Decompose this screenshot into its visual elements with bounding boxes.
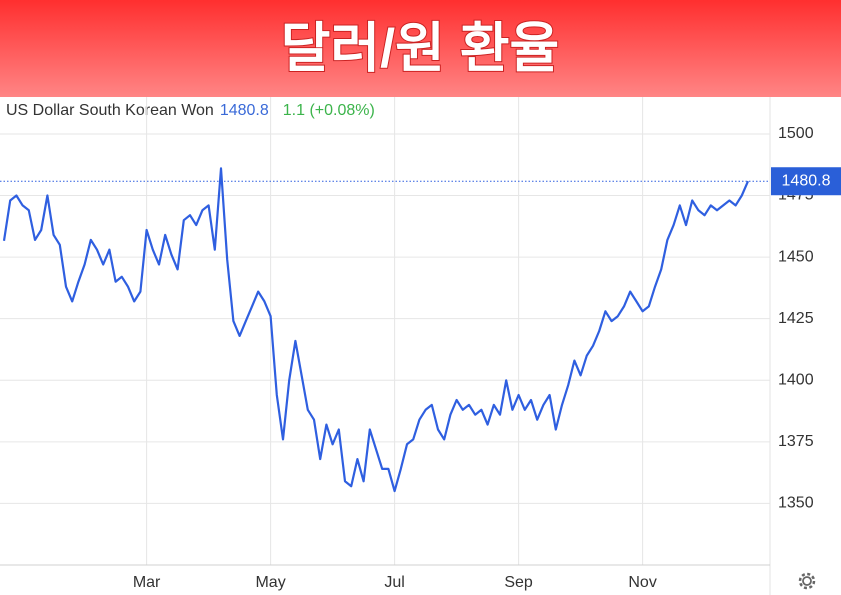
y-tick-label: 1400 xyxy=(778,371,814,388)
y-tick-label: 1425 xyxy=(778,310,814,327)
y-tick-label: 1375 xyxy=(778,433,814,450)
chart-title: 달러/원 환율 xyxy=(281,18,559,78)
x-tick-label: Nov xyxy=(628,574,656,591)
y-tick-label: 1500 xyxy=(778,125,814,142)
change: 1.1 (+0.08%) xyxy=(283,102,375,119)
y-tick-label: 1350 xyxy=(778,495,814,512)
x-tick-label: May xyxy=(255,574,285,591)
x-tick-label: Sep xyxy=(504,574,533,591)
price-line xyxy=(2,167,750,493)
last-price-label: 1480.8 xyxy=(782,172,831,189)
subtitle: US Dollar South Korean Won xyxy=(6,102,214,119)
settings-icon[interactable] xyxy=(798,572,816,590)
header: US Dollar South Korean Won 1480.8 1.1 (+0.… xyxy=(6,102,375,119)
x-tick-label: Jul xyxy=(384,574,404,591)
banner xyxy=(0,0,841,97)
x-tick-label: Mar xyxy=(133,574,161,591)
last-price-box xyxy=(771,167,841,196)
y-tick-label: 1450 xyxy=(778,248,814,265)
last-price: 1480.8 xyxy=(220,102,269,119)
